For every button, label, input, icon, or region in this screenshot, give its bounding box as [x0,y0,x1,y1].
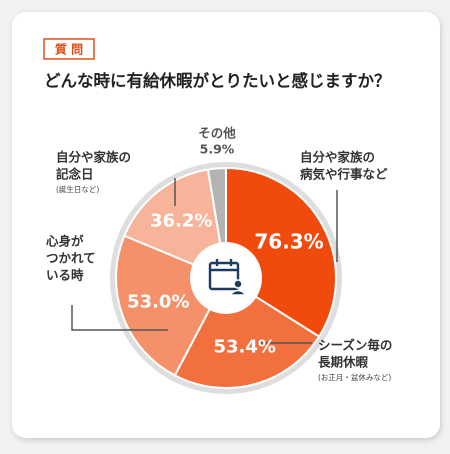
category-label: 長期休暇 [318,355,369,370]
pie-slice [173,276,321,389]
category-label: 心身が [46,234,84,249]
tag: 質 問 [55,42,83,57]
pie-slice [123,168,228,280]
category-label: その他 [198,126,236,141]
category-label: 病気や行事など [300,167,388,182]
category-note: (お正月・盆休みなど) [318,372,391,382]
tag-box [43,38,95,60]
center-circle [190,242,262,314]
category-label: シーズン毎の [318,338,392,353]
category-label: 自分や家族の [300,150,375,165]
value-label: 53.4% [213,337,275,358]
category-label: つかれて [46,251,96,266]
category-label: 記念日 [56,167,94,182]
value-label: 53.0% [127,291,189,312]
leader-line [71,305,168,331]
category-label: 自分や家族の [56,150,131,165]
calendar-icon [208,259,248,296]
value-label: 76.3% [254,230,323,254]
value-label: 5.9% [200,142,235,157]
chart-title: どんな時に有給休暇がとりたいと感じますか？ [44,71,391,91]
value-label: 36.2% [150,211,212,232]
category-note: (誕生日など) [56,184,99,194]
category-label: いる時 [46,268,84,283]
